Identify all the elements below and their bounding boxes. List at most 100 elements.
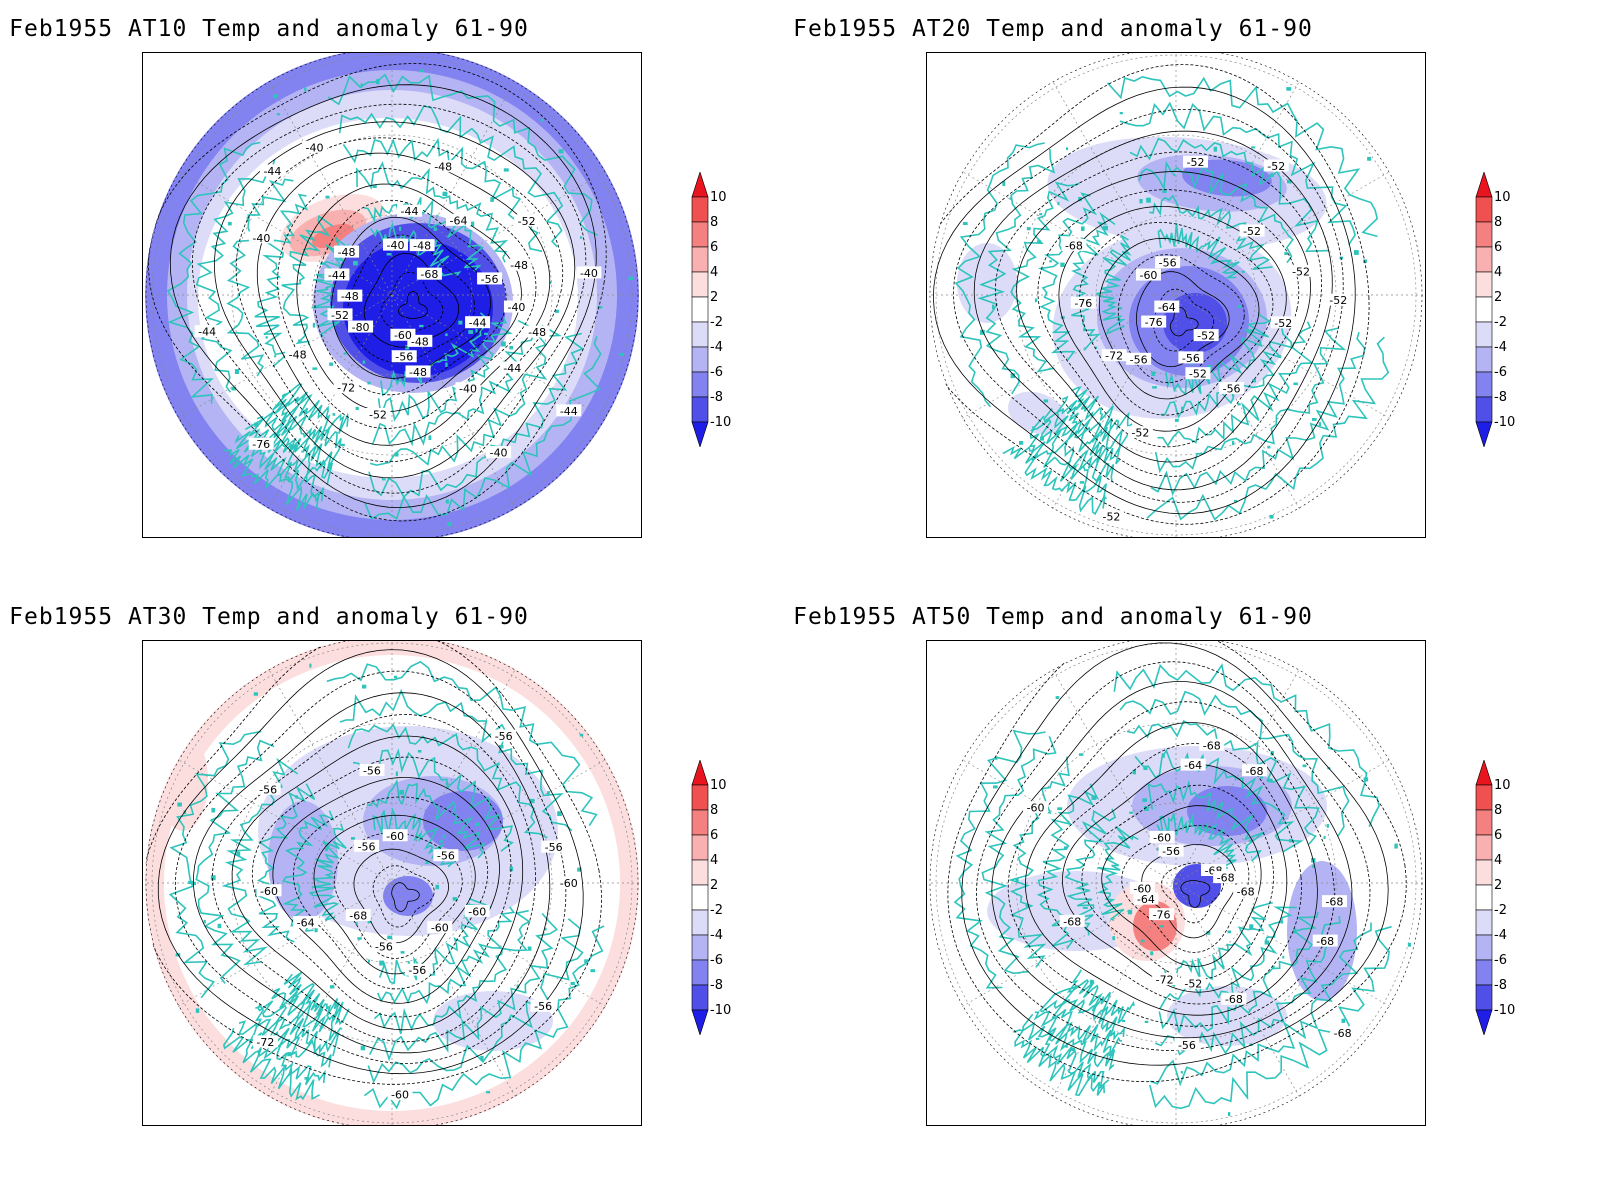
contour-label-bg xyxy=(248,231,274,244)
island xyxy=(1188,820,1194,823)
coastline xyxy=(376,906,516,1005)
coastline xyxy=(1008,756,1070,968)
island xyxy=(577,867,582,872)
island xyxy=(433,227,437,231)
coastline xyxy=(954,142,1045,408)
island xyxy=(355,922,358,925)
island xyxy=(540,119,545,122)
coastline xyxy=(1039,993,1123,1057)
contour-label: -44 xyxy=(198,326,216,339)
contour-label: -48 xyxy=(413,240,431,253)
colorbar-box xyxy=(1475,984,1493,1011)
colorbar-tick-label: -10 xyxy=(710,415,732,430)
colorbar-tick-label: -2 xyxy=(1494,315,1507,330)
contour-label: -40 xyxy=(306,141,324,154)
coastline xyxy=(256,410,340,470)
contour-label-bg xyxy=(354,839,380,852)
map-edge-circle xyxy=(145,641,639,1125)
island xyxy=(557,811,562,817)
island xyxy=(1323,836,1326,840)
coastline xyxy=(1037,192,1098,361)
contour-label-bg xyxy=(541,840,567,853)
contour-line xyxy=(251,756,512,1018)
island xyxy=(618,352,624,356)
contour-label: -48 xyxy=(528,326,546,339)
contour-label-bg xyxy=(334,245,360,258)
coastline xyxy=(367,918,584,1084)
coastline xyxy=(271,391,342,451)
contour-line xyxy=(174,670,567,1064)
colorbar-tick-label: 2 xyxy=(1494,290,1503,305)
island xyxy=(386,253,392,256)
contour-label-bg xyxy=(1149,908,1175,921)
island xyxy=(1341,1018,1346,1023)
contour-line xyxy=(191,103,587,494)
contour-label-bg xyxy=(382,829,408,842)
island xyxy=(357,937,362,940)
colorbar-box xyxy=(691,321,709,348)
island xyxy=(1213,146,1218,152)
polar-map-at10: -48-44-44-44-40-40-48-48-56-52-60-76-72-… xyxy=(145,53,639,537)
contour-line xyxy=(1153,288,1215,352)
contour-label: -68 xyxy=(1246,765,1264,778)
island xyxy=(555,309,559,313)
contour-label: -40 xyxy=(459,383,477,396)
coastline xyxy=(1156,813,1237,869)
contour-label: -52 xyxy=(369,408,387,421)
contour-line xyxy=(1121,824,1250,953)
island xyxy=(295,795,299,799)
island xyxy=(1040,436,1045,441)
contour-line xyxy=(975,661,1371,1052)
panel-at50: Feb1955 AT50 Temp and anomaly 61-90 -68-… xyxy=(784,588,1564,1148)
contour-line xyxy=(1016,171,1311,463)
contour-label: -40 xyxy=(580,267,598,280)
colorbar-box xyxy=(1475,784,1493,811)
island xyxy=(1081,226,1085,231)
contour-line xyxy=(211,714,536,1043)
contour-label-bg xyxy=(397,204,423,217)
colorbar-arrow-bottom xyxy=(691,1009,709,1035)
anomaly-region xyxy=(1167,986,1287,1046)
island xyxy=(529,798,535,804)
island xyxy=(309,663,312,668)
coastline xyxy=(373,909,531,1035)
contour-label-bg xyxy=(327,308,353,321)
contour-label-bg xyxy=(1241,764,1267,777)
island xyxy=(527,946,532,951)
island xyxy=(439,839,443,843)
contour-label: -48 xyxy=(409,366,427,379)
colorbar-arrow-top xyxy=(1475,760,1493,786)
island xyxy=(509,346,514,350)
colorbar-tick-label: 4 xyxy=(1494,265,1503,280)
colorbar-tick-label: 6 xyxy=(1494,828,1503,843)
colorbar-tick-label: -2 xyxy=(710,903,723,918)
island xyxy=(343,352,347,355)
island xyxy=(1082,906,1088,909)
island xyxy=(584,959,588,964)
contour-label: -80 xyxy=(352,321,370,334)
contour-label: -60 xyxy=(468,905,486,918)
colorbar-tick-label: 6 xyxy=(710,240,719,255)
island xyxy=(211,807,216,813)
colorbar-box xyxy=(691,859,709,886)
island xyxy=(1282,955,1285,959)
coastline xyxy=(1030,415,1115,483)
island xyxy=(419,69,424,73)
map-edge-circle xyxy=(145,53,639,537)
contour-label: -60 xyxy=(1139,269,1157,282)
island xyxy=(325,195,330,199)
contour-label: -44 xyxy=(503,362,521,375)
island xyxy=(1161,753,1165,758)
contour-label-bg xyxy=(1325,293,1351,306)
map-frame: -52 -52 -56 -56 -52 -52 -52 -56 -72 -76 -76 -68 -64 -… xyxy=(926,52,1426,538)
panel-title: Feb1955 AT20 Temp and anomaly 61-90 xyxy=(793,16,1313,42)
island xyxy=(1312,864,1315,868)
colorbar-tick-label: 2 xyxy=(710,290,719,305)
coastlines xyxy=(954,75,1390,521)
colorbar-tick-label: 2 xyxy=(1494,878,1503,893)
coastline xyxy=(1052,984,1125,1041)
colorbar-arrow-top xyxy=(691,172,709,198)
contour-label-bg xyxy=(1098,510,1124,523)
contour-label-bg xyxy=(194,325,220,338)
contour-label: -60 xyxy=(1133,882,1151,895)
